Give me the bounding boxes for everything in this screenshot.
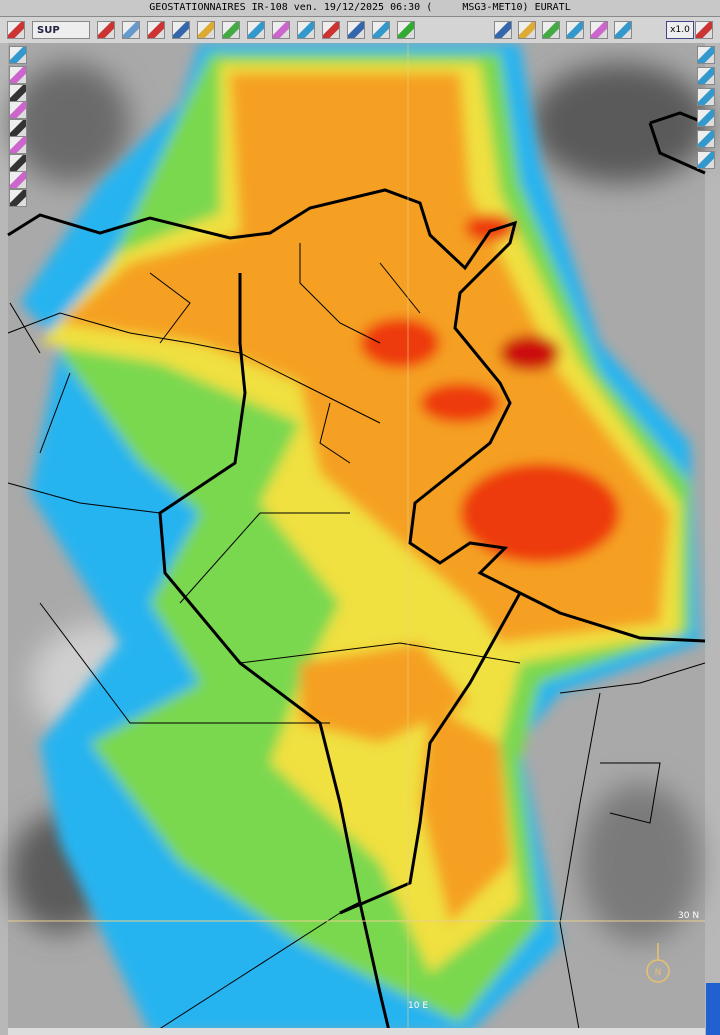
tool-button[interactable] — [247, 21, 265, 39]
tool-button[interactable] — [122, 21, 140, 39]
tool-button[interactable] — [397, 21, 415, 39]
tool-button[interactable] — [147, 21, 165, 39]
layer-toggle[interactable] — [9, 171, 27, 189]
latitude-label: 30 N — [678, 911, 699, 921]
tool-button[interactable] — [542, 21, 560, 39]
window-title: GEOSTATIONNAIRES IR-108 ven. 19/12/2025 … — [149, 2, 571, 13]
tool-button[interactable] — [297, 21, 315, 39]
status-strip — [8, 1028, 705, 1035]
layer-toggle[interactable] — [9, 118, 27, 137]
tool-button[interactable] — [347, 21, 365, 39]
side-button[interactable] — [697, 88, 715, 106]
tool-button[interactable] — [7, 21, 25, 39]
borders — [7, 111, 706, 1035]
layer-button[interactable] — [9, 46, 27, 64]
side-button[interactable] — [697, 151, 715, 169]
tool-button[interactable] — [172, 21, 190, 39]
layer-toggle[interactable] — [9, 188, 27, 207]
layer-toggle[interactable] — [9, 66, 27, 84]
layer-toggle[interactable] — [9, 136, 27, 154]
zoom-button[interactable]: x1.0 — [666, 21, 694, 39]
layer-toggle[interactable] — [9, 101, 27, 119]
tool-button[interactable] — [322, 21, 340, 39]
cloud-colors — [20, 43, 700, 1033]
tool-button[interactable] — [695, 21, 713, 39]
north-label: N — [655, 968, 662, 978]
sup-button[interactable]: SUP — [32, 21, 90, 39]
tool-button[interactable] — [614, 21, 632, 39]
layer-toggle[interactable] — [9, 153, 27, 172]
layer-toggle[interactable] — [9, 83, 27, 102]
satellite-map: 30 N 10 E N — [7, 43, 720, 1035]
tool-button[interactable] — [272, 21, 290, 39]
tool-button[interactable] — [197, 21, 215, 39]
longitude-label: 10 E — [408, 1001, 428, 1011]
tool-button[interactable] — [518, 21, 536, 39]
tool-button[interactable] — [590, 21, 608, 39]
tool-button[interactable] — [222, 21, 240, 39]
side-button[interactable] — [697, 67, 715, 85]
title-bar: GEOSTATIONNAIRES IR-108 ven. 19/12/2025 … — [0, 0, 720, 17]
scroll-indicator — [706, 983, 720, 1035]
side-button[interactable] — [697, 46, 715, 64]
tool-button[interactable] — [97, 21, 115, 39]
side-button[interactable] — [697, 109, 715, 127]
tool-button[interactable] — [494, 21, 512, 39]
tool-button[interactable] — [566, 21, 584, 39]
side-button[interactable] — [697, 130, 715, 148]
tool-button[interactable] — [372, 21, 390, 39]
